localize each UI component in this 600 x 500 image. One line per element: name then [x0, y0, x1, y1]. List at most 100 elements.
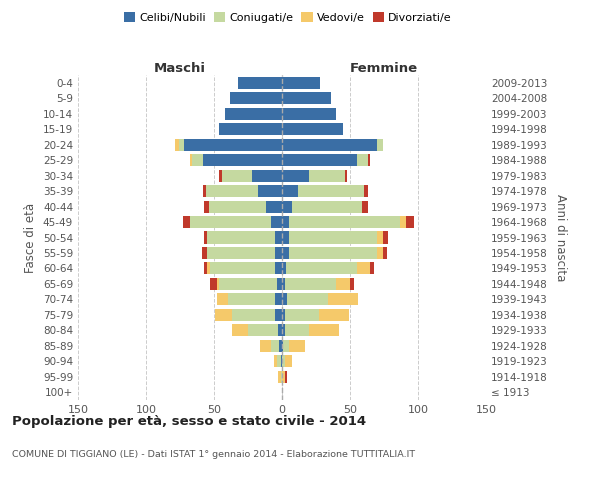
Bar	[282, 247, 289, 259]
Bar	[205, 262, 207, 274]
Bar	[279, 340, 282, 352]
Bar	[277, 356, 281, 368]
Bar	[275, 309, 282, 321]
Legend: Celibi/Nubili, Coniugati/e, Vedovi/e, Divorziati/e: Celibi/Nubili, Coniugati/e, Vedovi/e, Di…	[120, 8, 456, 28]
Bar	[328, 294, 358, 306]
Bar	[222, 170, 252, 181]
Bar	[274, 356, 277, 368]
Bar	[275, 232, 282, 243]
Bar	[202, 247, 207, 259]
Y-axis label: Anni di nascita: Anni di nascita	[554, 194, 567, 281]
Bar	[281, 356, 282, 368]
Bar	[277, 278, 282, 290]
Bar	[278, 324, 282, 336]
Bar	[289, 340, 305, 352]
Bar	[309, 170, 344, 181]
Bar	[282, 154, 357, 166]
Bar	[275, 294, 282, 306]
Bar	[377, 232, 383, 243]
Bar	[271, 216, 282, 228]
Bar	[344, 170, 347, 181]
Bar	[210, 262, 275, 274]
Bar	[207, 262, 210, 274]
Bar	[383, 232, 388, 243]
Bar	[364, 185, 368, 197]
Bar	[289, 247, 377, 259]
Bar	[248, 324, 278, 336]
Bar	[377, 138, 383, 150]
Bar	[282, 200, 292, 212]
Bar	[207, 232, 275, 243]
Bar	[282, 170, 309, 181]
Bar	[337, 278, 350, 290]
Bar	[282, 138, 377, 150]
Bar	[175, 138, 179, 150]
Bar	[357, 154, 368, 166]
Bar	[282, 371, 285, 383]
Bar	[289, 232, 377, 243]
Bar	[285, 324, 309, 336]
Bar	[220, 278, 277, 290]
Bar	[238, 76, 282, 89]
Bar	[282, 294, 287, 306]
Bar	[282, 356, 285, 368]
Bar	[377, 247, 383, 259]
Bar	[203, 154, 282, 166]
Bar	[282, 92, 331, 104]
Bar	[287, 294, 328, 306]
Bar	[368, 154, 370, 166]
Bar	[357, 262, 370, 274]
Bar	[275, 247, 282, 259]
Bar	[205, 232, 207, 243]
Bar	[282, 185, 298, 197]
Bar	[215, 309, 232, 321]
Bar	[232, 309, 275, 321]
Bar	[183, 216, 190, 228]
Bar	[370, 262, 374, 274]
Bar	[286, 262, 357, 274]
Bar	[220, 123, 282, 135]
Bar	[271, 340, 279, 352]
Bar	[232, 324, 248, 336]
Bar	[285, 309, 319, 321]
Text: Maschi: Maschi	[154, 62, 206, 75]
Bar	[217, 278, 220, 290]
Text: COMUNE DI TIGGIANO (LE) - Dati ISTAT 1° gennaio 2014 - Elaborazione TUTTITALIA.I: COMUNE DI TIGGIANO (LE) - Dati ISTAT 1° …	[12, 450, 415, 459]
Bar	[350, 278, 354, 290]
Bar	[282, 262, 286, 274]
Bar	[406, 216, 414, 228]
Bar	[282, 123, 343, 135]
Bar	[275, 262, 282, 274]
Bar	[227, 294, 275, 306]
Bar	[278, 371, 281, 383]
Bar	[179, 138, 184, 150]
Bar	[281, 371, 282, 383]
Bar	[383, 247, 387, 259]
Bar	[225, 108, 282, 120]
Text: Femmine: Femmine	[350, 62, 418, 75]
Bar	[298, 185, 364, 197]
Bar	[282, 216, 289, 228]
Bar	[282, 76, 320, 89]
Bar	[282, 232, 289, 243]
Bar	[285, 278, 337, 290]
Y-axis label: Fasce di età: Fasce di età	[25, 202, 37, 272]
Bar	[283, 340, 289, 352]
Bar	[319, 309, 349, 321]
Bar	[285, 371, 287, 383]
Bar	[282, 324, 285, 336]
Bar	[282, 108, 337, 120]
Bar	[252, 170, 282, 181]
Bar	[309, 324, 339, 336]
Bar	[190, 216, 271, 228]
Bar	[260, 340, 271, 352]
Bar	[220, 170, 222, 181]
Bar	[209, 200, 266, 212]
Bar	[257, 185, 282, 197]
Bar	[282, 278, 285, 290]
Bar	[362, 200, 368, 212]
Bar	[266, 200, 282, 212]
Bar	[282, 309, 285, 321]
Bar	[184, 138, 282, 150]
Bar	[207, 247, 275, 259]
